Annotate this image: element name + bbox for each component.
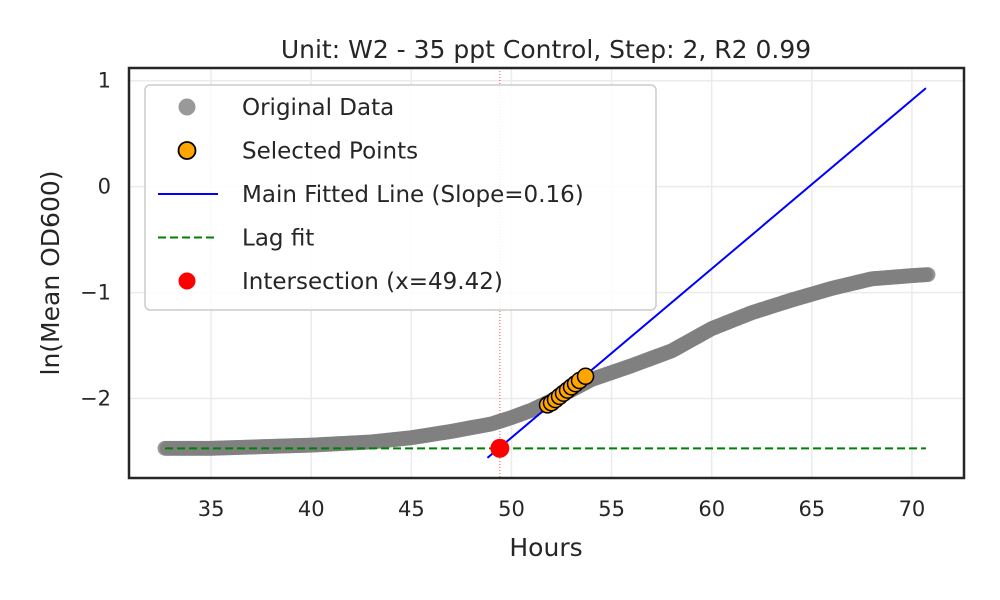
y-tick-label: 0	[98, 175, 111, 199]
legend-item: Intersection (x=49.42)	[178, 269, 503, 295]
legend-marker	[178, 272, 196, 290]
plot-area	[157, 68, 936, 478]
legend-marker	[178, 98, 196, 116]
x-tick-label: 60	[698, 497, 725, 521]
legend-label: Main Fitted Line (Slope=0.16)	[242, 182, 584, 208]
legend-item: Original Data	[178, 95, 394, 121]
x-axis-label: Hours	[509, 533, 582, 562]
legend-label: Original Data	[242, 95, 394, 121]
legend-label: Intersection (x=49.42)	[242, 269, 503, 295]
x-tick-label: 50	[498, 497, 525, 521]
selected-points-series	[538, 367, 595, 414]
legend-label: Lag fit	[242, 226, 314, 252]
legend-item: Selected Points	[177, 139, 418, 165]
legend-box	[144, 84, 657, 311]
chart-title: Unit: W2 - 35 ppt Control, Step: 2, R2 0…	[281, 35, 811, 64]
legend-item: Lag fit	[158, 226, 314, 252]
x-tick-label: 45	[398, 497, 425, 521]
x-tick-label: 65	[798, 497, 825, 521]
x-tick-label: 40	[298, 497, 325, 521]
original-data-point	[920, 267, 936, 283]
legend-marker	[177, 141, 197, 160]
x-tick-label: 70	[899, 497, 926, 521]
y-tick-label: −2	[80, 387, 111, 411]
y-axis-label: ln(Mean OD600)	[36, 170, 65, 375]
plot-frame	[127, 66, 966, 480]
legend-label: Selected Points	[242, 139, 418, 165]
intersection-point	[490, 438, 510, 458]
legend: Original Data Selected Points Main Fitted …	[144, 84, 657, 311]
axis-ticks: 35 40 45 50 55 60 65 70 −2 −1 0 1	[80, 69, 925, 521]
legend-item: Main Fitted Line (Slope=0.16)	[158, 182, 584, 208]
y-tick-label: −1	[80, 281, 111, 305]
y-tick-label: 1	[98, 69, 111, 93]
x-tick-label: 35	[198, 497, 225, 521]
selected-point	[576, 367, 595, 386]
x-tick-label: 55	[598, 497, 625, 521]
